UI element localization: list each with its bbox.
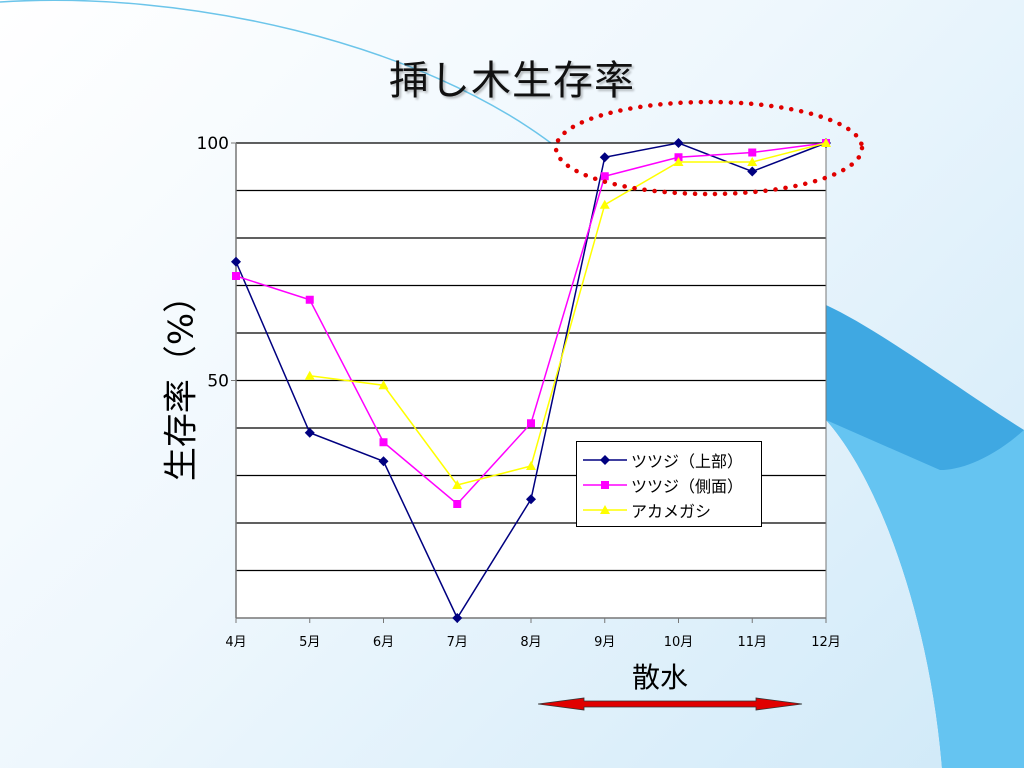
x-tick-label: 4月 — [225, 635, 246, 650]
x-tick-label: 6月 — [373, 635, 394, 650]
data-point-marker — [673, 157, 684, 166]
legend-label-series-1: ツツジ（上部） — [631, 451, 744, 471]
x-tick-label: 10月 — [664, 635, 694, 650]
data-point-marker — [600, 172, 609, 181]
x-tick-label: 11月 — [737, 635, 767, 650]
x-tick-label: 8月 — [520, 635, 541, 650]
data-point-marker — [821, 138, 831, 147]
data-point-marker — [526, 461, 536, 470]
watering-period-double-arrow-icon — [538, 697, 803, 711]
legend-label-series-2: ツツジ（側面） — [631, 476, 744, 496]
data-point-marker — [673, 138, 684, 148]
y-tick-label: 50 — [207, 372, 229, 392]
x-axis-title: 散水 — [632, 661, 689, 694]
legend-swatch-square-icon — [583, 480, 627, 489]
legend-item-series-3: アカメガシ — [583, 497, 755, 522]
data-point-marker — [378, 456, 389, 467]
data-point-marker — [379, 438, 388, 447]
series-layer — [231, 138, 831, 623]
x-tick-label: 12月 — [811, 635, 841, 650]
x-tick-label: 9月 — [594, 635, 615, 650]
legend-item-series-1: ツツジ（上部） — [583, 447, 755, 472]
data-point-marker — [231, 256, 241, 267]
chart-legend: ツツジ（上部） ツツジ（側面） アカメガシ — [576, 441, 762, 527]
tick-labels: 4月 5月 6月 7月 8月 9月 10月 11月 12月 50 100 — [197, 134, 841, 650]
data-point-marker — [526, 494, 536, 505]
legend-swatch-triangle-icon — [583, 504, 627, 514]
series-3-line — [309, 142, 827, 486]
background-wave-light — [826, 420, 1024, 768]
y-tick-label: 100 — [197, 134, 229, 154]
x-tick-label: 7月 — [447, 635, 468, 650]
data-point-marker — [747, 157, 758, 166]
highlight-dotted-ellipse — [553, 99, 865, 197]
data-point-marker — [599, 199, 610, 209]
data-point-marker — [232, 272, 240, 280]
data-point-marker — [304, 370, 315, 380]
data-point-marker — [452, 613, 463, 623]
legend-label-series-3: アカメガシ — [631, 501, 712, 521]
series-1 — [231, 138, 831, 623]
data-point-marker — [599, 152, 610, 163]
series-3 — [304, 138, 831, 489]
legend-item-series-2: ツツジ（側面） — [583, 472, 755, 497]
slide-title: 挿し木生存率 — [389, 58, 635, 104]
data-point-marker — [378, 380, 389, 390]
axes — [231, 142, 827, 623]
data-point-marker — [527, 419, 535, 428]
legend-swatch-diamond-icon — [583, 454, 627, 465]
data-point-marker — [747, 166, 758, 177]
data-point-marker — [305, 295, 314, 304]
x-tick-label: 5月 — [299, 635, 320, 650]
data-point-marker — [453, 500, 462, 508]
data-point-marker — [452, 480, 463, 489]
y-axis-title: 生存率（%） — [161, 278, 202, 482]
data-point-marker — [304, 427, 315, 438]
data-point-marker — [748, 148, 757, 157]
background-swoosh-arc — [0, 0, 561, 151]
